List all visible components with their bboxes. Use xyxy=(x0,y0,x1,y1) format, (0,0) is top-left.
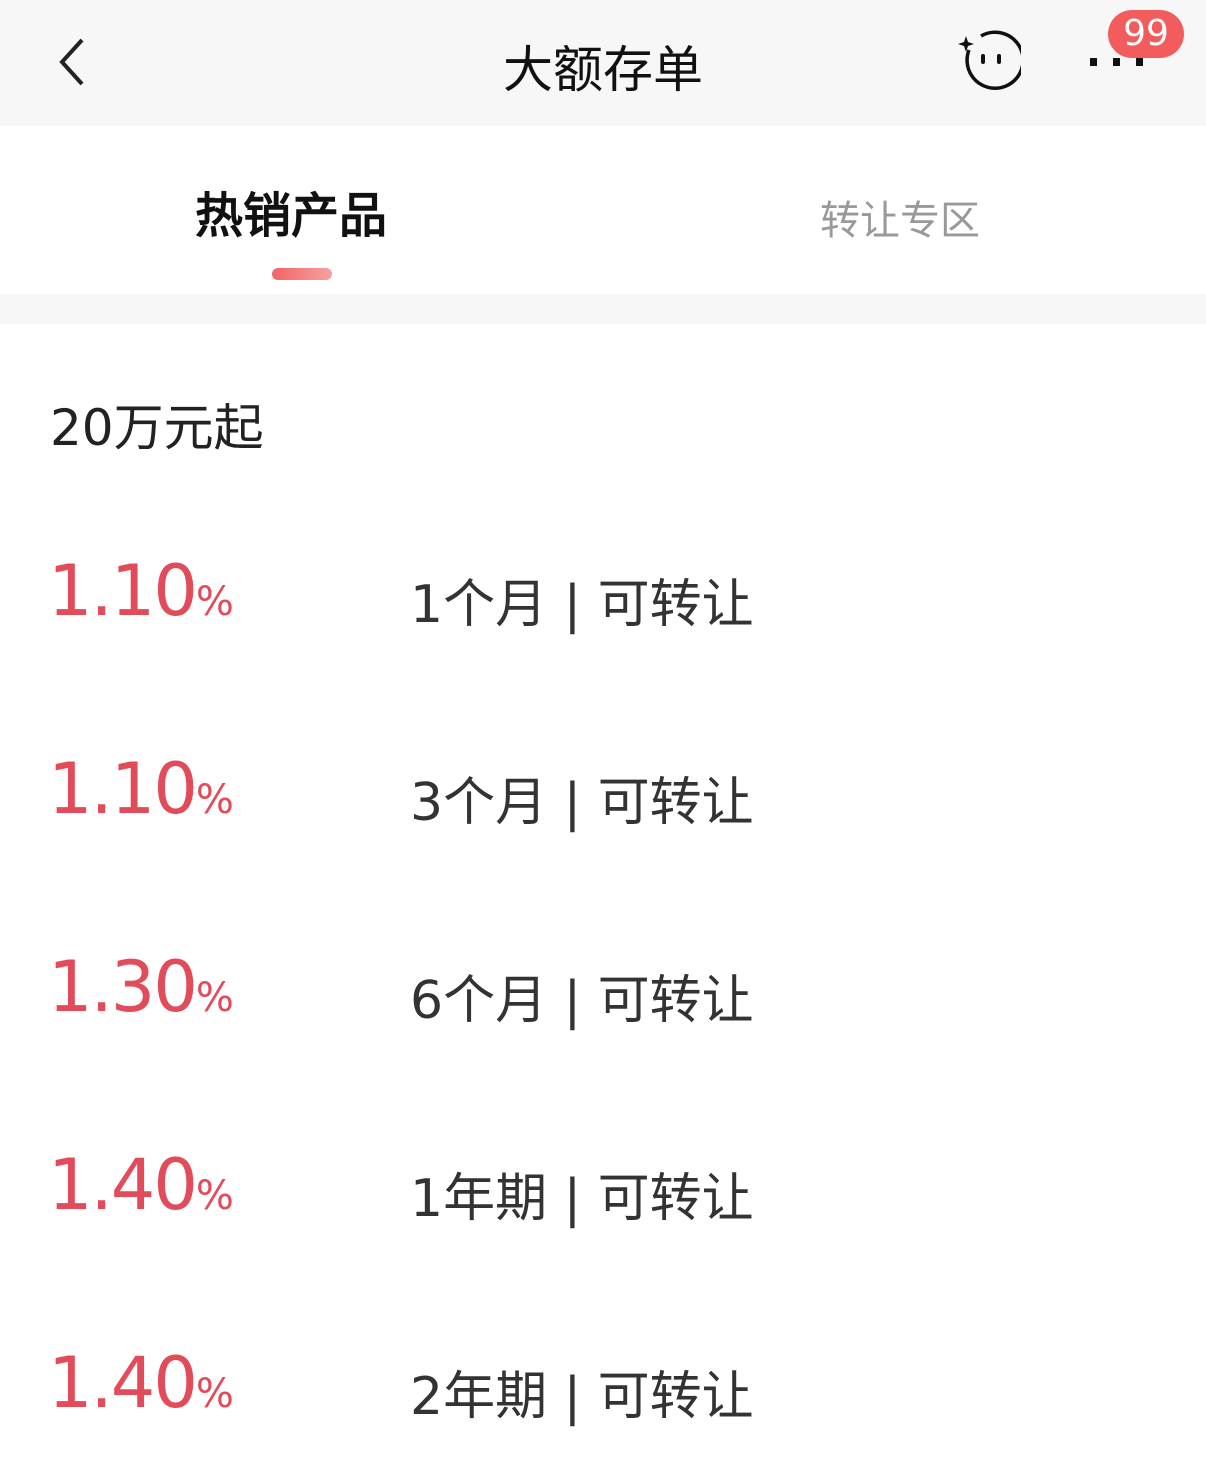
product-row[interactable]: 1.10% 3个月 | 可转让 xyxy=(0,738,1206,858)
tab-transfer-zone[interactable]: 转让专区 xyxy=(820,198,980,244)
tab-hot-products[interactable]: 热销产品 xyxy=(195,188,388,244)
rate-value: 1.10 xyxy=(48,550,198,632)
product-row[interactable]: 1.10% 1个月 | 可转让 xyxy=(0,540,1206,660)
interest-rate: 1.40% xyxy=(48,1342,234,1424)
divider xyxy=(0,294,1206,324)
rate-unit: % xyxy=(195,1173,234,1219)
section-title: 20万元起 xyxy=(50,399,264,457)
page-title: 大额存单 xyxy=(503,41,703,99)
interest-rate: 1.40% xyxy=(48,1144,234,1226)
interest-rate: 1.10% xyxy=(48,748,234,830)
rate-unit: % xyxy=(195,579,234,625)
product-term: 1年期 | 可转让 xyxy=(410,1169,754,1229)
rate-value: 1.40 xyxy=(48,1144,198,1226)
product-row[interactable]: 1.40% 1年期 | 可转让 xyxy=(0,1134,1206,1254)
robot-assistant-icon[interactable] xyxy=(955,30,1021,94)
product-term: 3个月 | 可转让 xyxy=(410,773,754,833)
active-tab-indicator xyxy=(272,268,332,280)
rate-value: 1.10 xyxy=(48,748,198,830)
rate-unit: % xyxy=(195,1371,234,1417)
rate-unit: % xyxy=(195,777,234,823)
more-icon[interactable] xyxy=(1088,52,1148,72)
product-row[interactable]: 1.40% 2年期 | 可转让 xyxy=(0,1332,1206,1452)
notification-badge: 99 xyxy=(1108,10,1184,58)
product-term: 1个月 | 可转让 xyxy=(410,575,754,635)
tab-bar: 热销产品 转让专区 xyxy=(0,126,1206,294)
nav-bar: 大额存单 99 xyxy=(0,0,1206,126)
interest-rate: 1.10% xyxy=(48,550,234,632)
product-term: 2年期 | 可转让 xyxy=(410,1367,754,1427)
product-row[interactable]: 1.30% 6个月 | 可转让 xyxy=(0,936,1206,1056)
interest-rate: 1.30% xyxy=(48,946,234,1028)
rate-value: 1.30 xyxy=(48,946,198,1028)
rate-value: 1.40 xyxy=(48,1342,198,1424)
back-icon[interactable] xyxy=(50,30,100,90)
rate-unit: % xyxy=(195,975,234,1021)
product-term: 6个月 | 可转让 xyxy=(410,971,754,1031)
